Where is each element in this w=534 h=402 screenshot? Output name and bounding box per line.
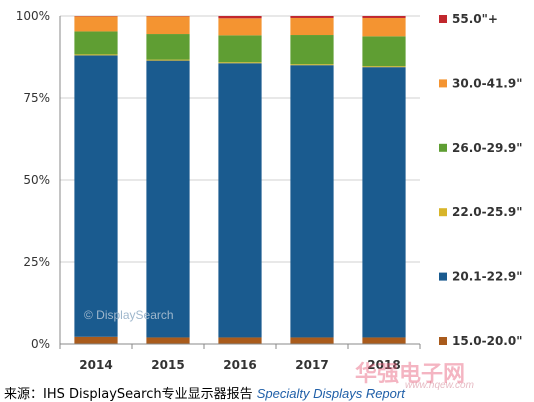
legend-swatch: [439, 208, 447, 217]
y-tick-label: 25%: [23, 255, 50, 269]
bar-segment: [146, 60, 190, 338]
x-tick-label: 2017: [295, 358, 328, 372]
bar-segment: [74, 31, 118, 55]
bar-segment: [290, 17, 334, 36]
x-tick-label: 2016: [223, 358, 256, 372]
bar-segment: [290, 16, 334, 18]
x-tick-label: 2015: [151, 358, 184, 372]
y-tick-label: 100%: [16, 9, 50, 23]
bar-segment: [146, 59, 190, 61]
x-tick-label: 2018: [367, 358, 400, 372]
legend-label: 26.0-29.9": [452, 141, 522, 155]
bar-segment: [362, 337, 406, 344]
bar-segment: [146, 337, 190, 344]
bars: [74, 16, 406, 344]
legend-label: 22.0-25.9": [452, 205, 522, 219]
legend: 55.0"+ 30.0-41.9" 26.0-29.9" 22.0-25.9" 20.1…: [439, 12, 522, 348]
bar-segment: [74, 16, 118, 32]
legend-label: 20.1-22.9": [452, 270, 522, 284]
bar-segment: [290, 35, 334, 65]
bar-segment: [362, 36, 406, 67]
bar-segment: [218, 63, 262, 338]
legend-swatch: [439, 79, 447, 88]
bar-segment: [146, 16, 190, 35]
bar-segment: [290, 337, 334, 344]
x-axis: 2014 2015 2016 2017 2018: [59, 343, 421, 372]
site-watermark: 华强电子网: [355, 362, 466, 387]
bar-segment: [146, 34, 190, 60]
legend-swatch: [439, 337, 447, 345]
legend-swatch: [439, 272, 447, 281]
report-name: Specialty Displays Report: [256, 386, 405, 401]
x-tick-label: 2014: [79, 358, 112, 372]
bar-segment: [218, 16, 262, 19]
y-tick-label: 50%: [23, 173, 50, 187]
bar-segment: [74, 55, 118, 337]
y-axis: 0% 25% 50% 75% 100%: [16, 9, 61, 351]
bar-segment: [74, 336, 118, 344]
bar-segment: [218, 18, 262, 36]
site-watermark-url: www.hqew.com: [405, 380, 474, 391]
y-tick-label: 0%: [31, 337, 50, 351]
bar-segment: [218, 35, 262, 63]
source-note: 来源：IHS DisplaySearch专业显示器报告 Specialty Di…: [4, 383, 405, 402]
legend-swatch: [439, 15, 447, 23]
legend-label: 55.0"+: [452, 12, 498, 26]
bar-segment: [362, 67, 406, 338]
bar-segment: [290, 65, 334, 338]
displaysearch-watermark: © DisplaySearch: [84, 308, 174, 322]
bar-segment: [218, 337, 262, 344]
legend-label: 30.0-41.9": [452, 76, 522, 90]
legend-label: 15.0-20.0": [452, 334, 522, 348]
bar-segment: [362, 17, 406, 37]
bar-segment: [362, 66, 406, 68]
y-tick-label: 75%: [23, 91, 50, 105]
bar-segment: [74, 54, 118, 56]
bar-segment: [290, 64, 334, 66]
bar-segment: [218, 62, 262, 64]
bar-segment: [362, 16, 406, 18]
legend-swatch: [439, 143, 447, 152]
source-prefix: 来源：IHS DisplaySearch专业显示器报告: [4, 387, 257, 402]
